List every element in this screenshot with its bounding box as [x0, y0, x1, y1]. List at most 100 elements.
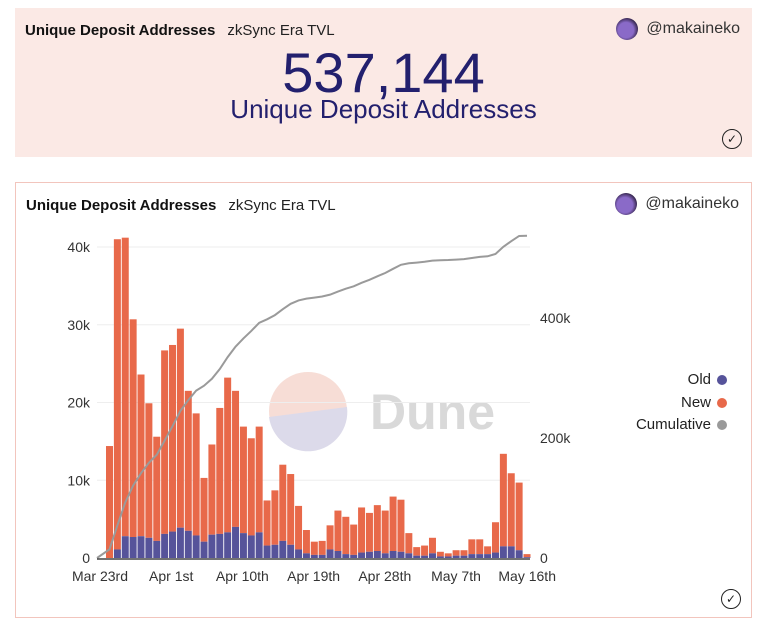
y2-tick-label: 400k [540, 310, 571, 326]
bar-new [460, 550, 468, 556]
bar-old [413, 555, 421, 558]
card-subtitle[interactable]: zkSync Era TVL [228, 197, 336, 214]
bar-new [523, 554, 531, 558]
bar-new [295, 505, 303, 550]
bar-new [224, 377, 232, 533]
bar-old [405, 553, 413, 558]
counter-card: Unique Deposit Addresses zkSync Era TVL @… [15, 8, 752, 157]
bar-new [129, 319, 137, 538]
y-tick-label: 40k [67, 239, 91, 255]
x-tick-label: Apr 28th [358, 568, 411, 584]
bar-old [436, 556, 444, 558]
bar-new [342, 516, 350, 555]
bar-new [169, 344, 177, 532]
legend-old[interactable]: Old [636, 369, 727, 392]
x-tick-label: May 16th [498, 568, 556, 584]
bar-old [326, 549, 334, 558]
bar-old [176, 527, 184, 558]
bar-new [381, 510, 389, 554]
x-tick-label: Apr 1st [149, 568, 193, 584]
bar-old [255, 532, 263, 558]
bar-new [444, 553, 452, 557]
bar-new [232, 390, 240, 527]
bar-old [499, 546, 507, 558]
author[interactable]: @makaineko [616, 18, 740, 40]
bar-old [192, 535, 200, 558]
card-title: Unique Deposit Addresses [25, 22, 216, 39]
bar-old [484, 554, 492, 558]
username[interactable]: @makaineko [646, 20, 740, 37]
bar-old [389, 551, 397, 558]
bar-new [515, 482, 523, 551]
bar-old [358, 552, 366, 558]
bar-new [302, 530, 310, 554]
check-icon[interactable]: ✓ [721, 589, 741, 609]
bar-new [452, 550, 460, 556]
y-tick-label: 0 [82, 550, 90, 566]
check-icon[interactable]: ✓ [722, 129, 742, 149]
bar-new [287, 474, 295, 545]
bar-new [106, 446, 113, 558]
bar-new [421, 545, 429, 556]
bar-old [365, 551, 373, 558]
bar-old [421, 555, 429, 558]
bar-new [428, 537, 436, 554]
bar-old [137, 536, 145, 558]
bar-old [523, 557, 531, 558]
bar-old [334, 551, 342, 558]
bar-old [381, 553, 389, 558]
bar-old [200, 541, 208, 558]
bar-old [169, 531, 177, 558]
legend-cumulative[interactable]: Cumulative [636, 414, 727, 437]
bar-old [287, 544, 295, 558]
bar-old [476, 554, 484, 558]
bar-new [484, 546, 492, 555]
card-subtitle[interactable]: zkSync Era TVL [227, 22, 335, 39]
bar-new [468, 539, 476, 555]
bar-new [137, 374, 145, 537]
bar-old [444, 556, 452, 558]
cumulative-line [96, 234, 528, 559]
bar-new [373, 505, 381, 552]
avatar [615, 193, 638, 215]
card-header: Unique Deposit Addresses zkSync Era TVL [25, 22, 335, 39]
counter-label: Unique Deposit Addresses [230, 94, 537, 124]
bar-old [271, 544, 279, 558]
bar-old [224, 532, 232, 558]
avatar [616, 18, 639, 40]
watermark-text: Dune [370, 384, 495, 440]
bar-old [318, 554, 326, 558]
username[interactable]: @makaineko [645, 195, 739, 212]
bar-old [460, 555, 468, 558]
bar-new [184, 390, 192, 531]
x-tick-label: May 7th [431, 568, 481, 584]
bar-new [365, 512, 373, 552]
bar-new [192, 413, 200, 536]
bar-old [452, 555, 460, 558]
bar-old [397, 551, 405, 558]
bar-new [255, 426, 263, 533]
bar-new [318, 540, 326, 555]
bar-old [113, 549, 121, 558]
bar-new [271, 490, 279, 545]
legend: Old New Cumulative [636, 369, 727, 437]
bar-old [373, 551, 381, 558]
y2-tick-label: 0 [540, 550, 548, 566]
bar-new [176, 328, 184, 528]
bar-new [499, 453, 507, 547]
bar-new [239, 426, 247, 534]
y-tick-label: 30k [67, 317, 91, 333]
x-tick-label: Mar 23rd [72, 568, 128, 584]
x-tick-label: Apr 10th [216, 568, 269, 584]
legend-new[interactable]: New [636, 392, 727, 415]
y2-tick-label: 200k [540, 430, 571, 446]
bar-old [491, 552, 499, 558]
bar-new [263, 500, 271, 546]
bar-old [468, 554, 476, 558]
bar-old [279, 540, 287, 558]
author[interactable]: @makaineko [615, 193, 739, 215]
bar-old [310, 554, 318, 558]
bar-new [310, 541, 318, 555]
bar-old [507, 546, 515, 558]
bar-old [302, 553, 310, 558]
